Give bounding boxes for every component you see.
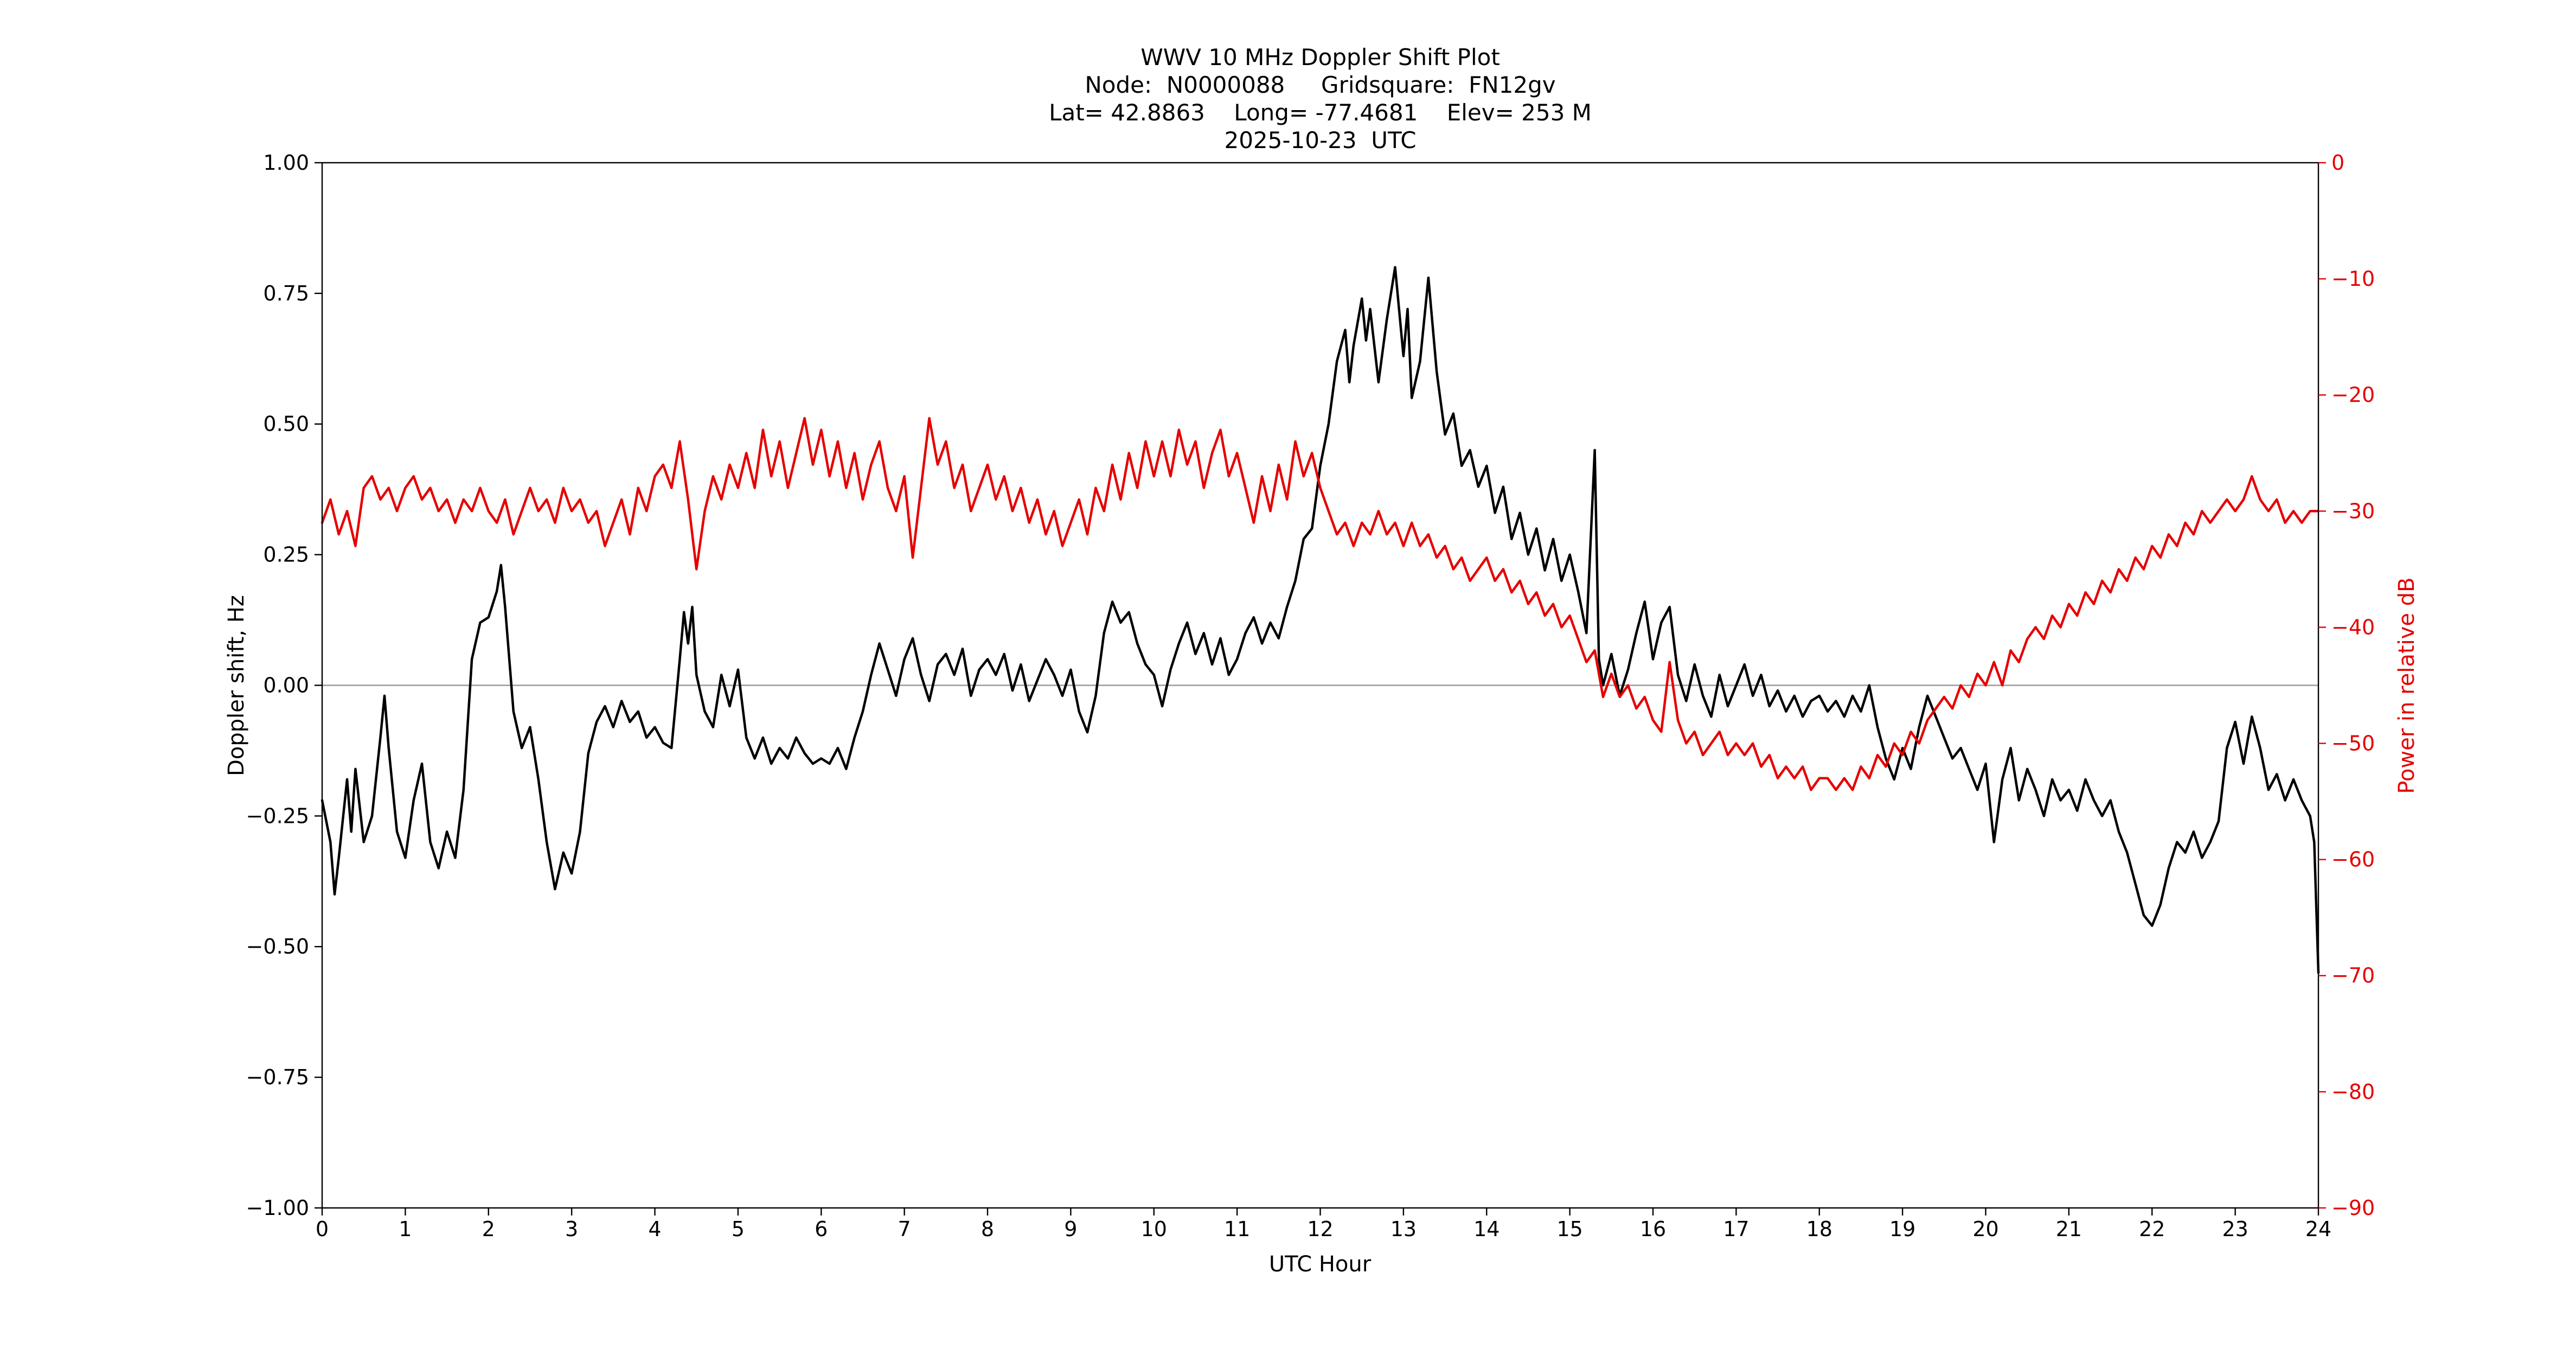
y-left-tick-label: 0.00 — [263, 673, 309, 697]
chart-subtitle-location: Lat= 42.8863 Long= -77.4681 Elev= 253 M — [1049, 99, 1592, 126]
x-tick-label: 10 — [1141, 1217, 1167, 1241]
x-tick-label: 18 — [1806, 1217, 1832, 1241]
x-tick-label: 8 — [981, 1217, 994, 1241]
x-tick-label: 12 — [1307, 1217, 1333, 1241]
x-tick-label: 7 — [898, 1217, 911, 1241]
x-tick-label: 23 — [2222, 1217, 2248, 1241]
x-tick-label: 2 — [482, 1217, 495, 1241]
y-left-tick-label: 1.00 — [263, 151, 309, 175]
x-tick-label: 11 — [1224, 1217, 1250, 1241]
y-right-tick-label: −40 — [2331, 615, 2375, 639]
x-tick-label: 24 — [2305, 1217, 2331, 1241]
y-right-tick-label: −70 — [2331, 964, 2375, 988]
chart-title: WWV 10 MHz Doppler Shift Plot — [1140, 44, 1500, 71]
chart-subtitle-date: 2025-10-23 UTC — [1224, 127, 1417, 153]
doppler-series-line — [321, 266, 2320, 974]
y-left-tick-label: 0.50 — [263, 412, 309, 436]
y-right-tick-label: 0 — [2331, 151, 2344, 175]
x-tick-label: 20 — [1972, 1217, 1998, 1241]
y-right-tick-label: −10 — [2331, 267, 2375, 291]
y-right-tick-label: −50 — [2331, 731, 2375, 755]
y-left-tick-label: 0.25 — [263, 543, 309, 567]
chart-title-block: WWV 10 MHz Doppler Shift Plot Node: N000… — [322, 43, 2318, 154]
x-axis-label: UTC Hour — [1268, 1252, 1372, 1277]
x-tick-label: 6 — [815, 1217, 828, 1241]
x-tick-label: 21 — [2056, 1217, 2082, 1241]
y-right-tick-label: −20 — [2331, 383, 2375, 407]
x-tick-label: 13 — [1390, 1217, 1417, 1241]
x-tick-label: 14 — [1473, 1217, 1500, 1241]
power-series-line — [321, 417, 2320, 791]
x-tick-label: 3 — [565, 1217, 578, 1241]
x-tick-label: 16 — [1640, 1217, 1666, 1241]
y-left-tick-label: −0.50 — [246, 935, 309, 958]
y-left-tick-label: −0.75 — [246, 1065, 309, 1089]
x-tick-label: 0 — [316, 1217, 329, 1241]
x-tick-label: 15 — [1556, 1217, 1582, 1241]
x-tick-label: 19 — [1889, 1217, 1915, 1241]
y-right-tick-label: −90 — [2331, 1196, 2375, 1220]
y-left-tick-label: −1.00 — [246, 1196, 309, 1220]
chart-subtitle-node: Node: N0000088 Gridsquare: FN12gv — [1085, 72, 1556, 98]
x-tick-label: 4 — [648, 1217, 661, 1241]
x-tick-label: 22 — [2139, 1217, 2165, 1241]
x-tick-label: 9 — [1064, 1217, 1077, 1241]
y-right-tick-label: −80 — [2331, 1080, 2375, 1104]
x-tick-label: 5 — [732, 1217, 745, 1241]
y-left-tick-label: 0.75 — [263, 282, 309, 305]
y-left-tick-label: −0.25 — [246, 804, 309, 828]
x-tick-label: 1 — [399, 1217, 412, 1241]
y-right-tick-label: −60 — [2331, 848, 2375, 872]
y-right-tick-label: −30 — [2331, 499, 2375, 523]
x-tick-label: 17 — [1723, 1217, 1749, 1241]
